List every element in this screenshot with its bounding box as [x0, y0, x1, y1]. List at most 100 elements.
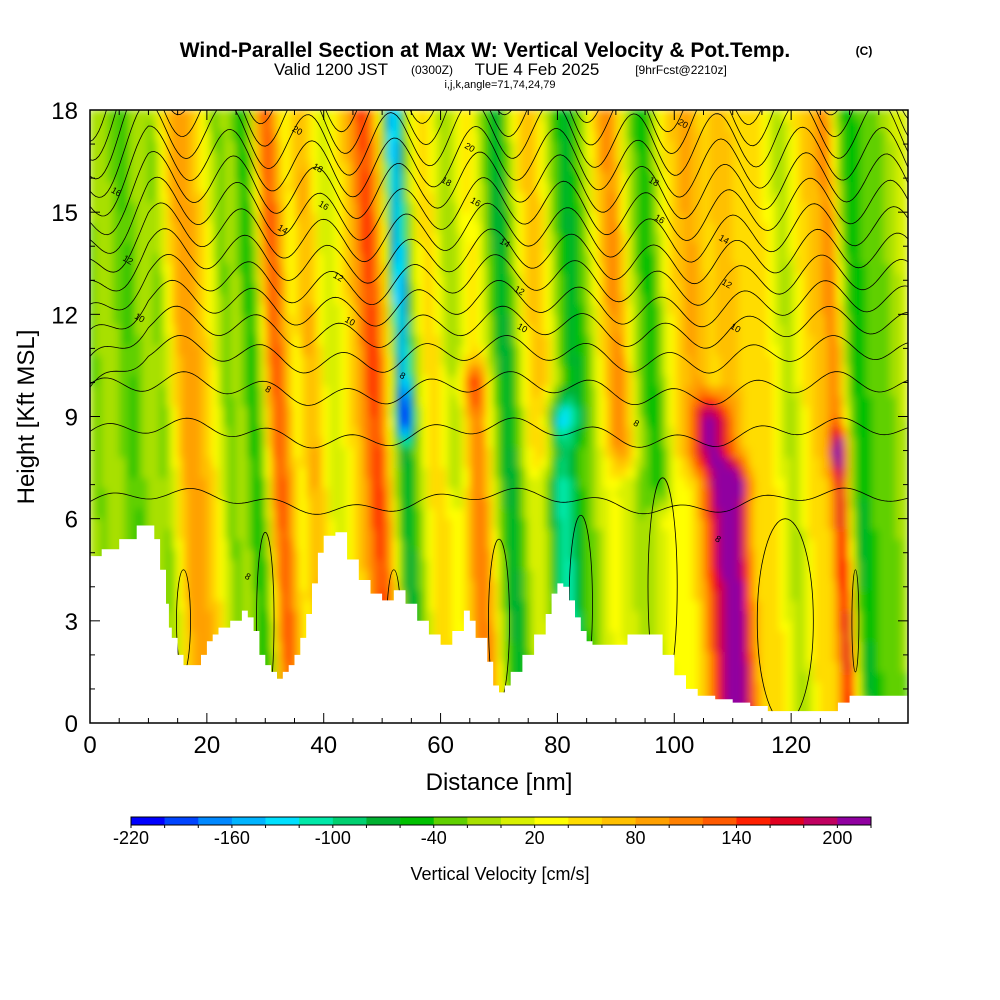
colorbar-swatch	[366, 817, 401, 825]
contour-label: 20	[291, 124, 305, 138]
velocity-field	[90, 110, 908, 723]
colorbar-tick-label: -220	[113, 828, 149, 848]
x-tick-label: 120	[771, 732, 811, 759]
contour-label: 14	[498, 236, 512, 250]
colorbar-swatch	[803, 817, 838, 825]
contour-label: 20	[676, 117, 690, 131]
colorbar-tick-label: 20	[525, 828, 545, 848]
y-tick-label: 18	[51, 98, 78, 125]
colorbar-swatch	[736, 817, 771, 825]
colorbar-swatch	[332, 817, 367, 825]
theta-contour-loop	[851, 569, 860, 673]
theta-contour	[90, 253, 908, 311]
theta-contour	[90, 371, 908, 406]
theta-contour	[90, 110, 908, 180]
subtitle-line: Valid 1200 JST (0300Z) TUE 4 Feb 2025 [9…	[274, 60, 727, 79]
valid-date-label: TUE 4 Feb 2025	[475, 60, 600, 79]
colorbar-swatch	[299, 817, 334, 825]
velocity-cells	[90, 110, 908, 723]
x-tick-label: 40	[310, 732, 337, 759]
x-tick-label: 0	[83, 732, 96, 759]
contour-label: 8	[264, 384, 273, 395]
theta-contour	[90, 417, 908, 449]
y-tick-label: 12	[51, 302, 78, 329]
contour-label: 14	[276, 222, 290, 236]
theta-contour	[90, 228, 908, 292]
colorbar-tick-label: 140	[721, 828, 751, 848]
contour-label: 18	[311, 161, 325, 175]
theta-contour	[90, 305, 908, 357]
x-tick-label: 100	[654, 732, 694, 759]
colorbar-swatch	[400, 817, 435, 825]
colorbar-swatch	[669, 817, 704, 825]
axes: 0 20 40 60 80 100 120 0 3 6 9 12 15 18	[51, 98, 909, 759]
contour-label: 12	[331, 270, 345, 284]
theta-contour	[90, 151, 908, 236]
y-tick-label: 3	[65, 609, 78, 636]
colorbar-swatch	[265, 817, 300, 825]
y-tick-label: 9	[65, 405, 78, 432]
contour-label: 14	[717, 233, 731, 247]
contour-label: 20	[463, 141, 477, 155]
colorbar-tick-label: -160	[214, 828, 250, 848]
contour-labels: 16 12 10 20 18 16 14 12 10 8 8 8 18 20 16 14 12 10 20 18 16 1…	[109, 117, 742, 582]
colorbar-tick-label: 200	[822, 828, 852, 848]
terrain-mask	[90, 525, 908, 723]
contour-label: 16	[469, 195, 483, 209]
contour-label: 8	[713, 534, 722, 545]
colorbar-swatch	[198, 817, 233, 825]
colorbar-swatch	[164, 817, 199, 825]
theta-contour	[90, 176, 908, 254]
contour-label: 8	[632, 418, 641, 429]
contour-label: 16	[317, 199, 331, 213]
colorbar-swatch	[601, 817, 636, 825]
colorbar-swatch	[837, 817, 872, 825]
colorbar-swatch	[131, 817, 165, 825]
contour-label: 10	[343, 314, 357, 328]
x-tick-label: 60	[427, 732, 454, 759]
theta-contour	[90, 110, 908, 198]
theta-contour	[90, 335, 908, 388]
colorbar-swatch	[534, 817, 569, 825]
contour-label: 10	[133, 311, 147, 325]
y-tick-label: 15	[51, 200, 78, 227]
colorbar-tick-label: 80	[626, 828, 646, 848]
x-tick-label: 20	[194, 732, 221, 759]
contour-label: 18	[440, 175, 454, 189]
contour-label: 16	[653, 212, 667, 226]
contour-label: 16	[109, 185, 123, 199]
copyright-mark: (C)	[856, 44, 873, 58]
y-tick-label: 6	[65, 507, 78, 534]
terrain	[90, 525, 908, 723]
contour-label: 18	[647, 175, 661, 189]
y-axis-label: Height [Kft MSL]	[13, 330, 40, 505]
chart-title: Wind-Parallel Section at Max W: Vertical…	[180, 39, 791, 62]
contour-label: 10	[729, 321, 743, 335]
colorbar-swatch	[231, 817, 266, 825]
colorbar-tick-label: -40	[421, 828, 447, 848]
colorbar: -220 -160 -100 -40 20 80 140 200	[113, 816, 872, 848]
contour-label: 12	[121, 253, 135, 267]
x-tick-label: 80	[544, 732, 571, 759]
colorbar-swatch	[635, 817, 670, 825]
colorbar-tick-label: -100	[315, 828, 351, 848]
theta-contour	[90, 279, 908, 331]
colorbar-swatch	[467, 817, 502, 825]
colorbar-label: Vertical Velocity [cm/s]	[410, 864, 589, 884]
theta-contour	[90, 202, 908, 273]
theta-contour	[90, 487, 908, 515]
utc-time-label: (0300Z)	[411, 63, 453, 77]
y-tick-label: 0	[65, 711, 78, 738]
colorbar-swatch	[501, 817, 535, 825]
colorbar-swatch	[433, 817, 468, 825]
colorbar-swatch	[770, 817, 805, 825]
colorbar-swatch	[568, 817, 603, 825]
forecast-label: [9hrFcst@2210z]	[635, 63, 727, 77]
indices-label: i,j,k,angle=71,74,24,79	[444, 79, 555, 91]
contour-label: 8	[243, 571, 252, 582]
x-axis-label: Distance [nm]	[426, 769, 573, 796]
contour-label: 12	[720, 277, 734, 291]
contour-label: 8	[398, 370, 407, 381]
contour-label: 12	[513, 284, 527, 298]
